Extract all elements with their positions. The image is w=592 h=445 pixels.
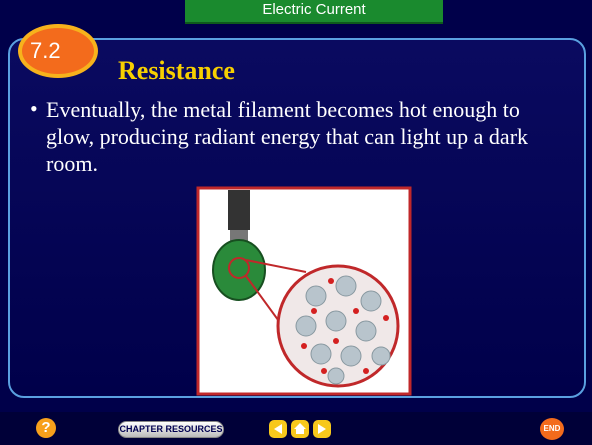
end-button[interactable]: END: [540, 418, 564, 440]
slide-title: Resistance: [118, 56, 235, 86]
bullet-text: Eventually, the metal filament becomes h…: [46, 96, 566, 177]
bullet-marker: •: [30, 96, 38, 122]
bulb-illustration: [196, 186, 412, 396]
help-button[interactable]: ?: [36, 418, 56, 438]
chapter-header: Electric Current: [185, 0, 443, 24]
next-button[interactable]: [313, 420, 331, 438]
chapter-resources-button[interactable]: CHAPTER RESOURCES: [118, 421, 224, 438]
section-number: 7.2: [30, 38, 61, 64]
previous-button[interactable]: [269, 420, 287, 438]
slide: Electric Current 7.2 Resistance • Eventu…: [0, 0, 592, 445]
slide-nav-buttons: [268, 418, 332, 440]
home-button[interactable]: [291, 420, 309, 438]
